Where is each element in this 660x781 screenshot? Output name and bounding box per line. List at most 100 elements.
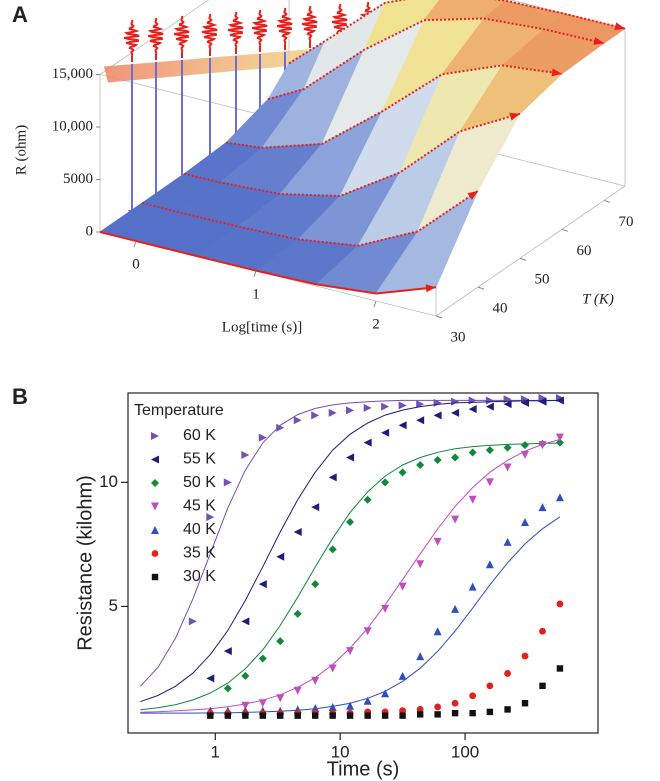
data-point [416,416,425,425]
legend-label: 30 K [183,568,216,585]
pulse [251,9,268,47]
x-tick-label: 1 [211,742,220,761]
data-point [539,627,546,635]
legend-label: 60 K [183,427,216,444]
data-point [363,438,372,447]
y-tick [477,286,485,290]
data-point [416,711,424,718]
plot-frame [127,392,599,734]
data-point [538,503,547,512]
y-tick-label: 70 [619,214,634,230]
data-point [555,396,564,405]
data-point [259,712,266,719]
data-point [276,423,285,432]
legend-marker [151,526,159,534]
data-point [381,478,390,487]
y-tick-label: 60 [577,243,592,259]
data-point [381,402,390,411]
data-point [276,637,285,646]
z-tick-label: 5000 [63,171,93,187]
data-point [398,671,407,680]
data-point [503,443,512,452]
data-point [258,699,267,708]
data-point [276,694,285,703]
data-point [311,503,320,512]
y-tick-label: 30 [451,329,466,345]
legend-label: 50 K [183,474,216,491]
data-point [503,463,512,472]
data-point [346,453,355,462]
x-tick [253,270,257,278]
data-point [381,712,389,719]
data-point [469,692,477,700]
trajectory-arrowhead [593,37,604,45]
y-tick [603,199,611,203]
data-point [399,712,406,719]
data-point [521,441,530,450]
data-point [293,609,302,618]
data-point [468,495,477,504]
legend-label: 45 K [183,498,216,515]
y-tick-label: 5 [109,596,118,615]
x-tick-label: 2 [372,316,380,332]
y-tick [435,315,443,319]
data-point [293,416,302,425]
data-point [521,398,530,407]
data-point [242,712,249,719]
data-point [486,682,494,690]
x-tick-label: 100 [451,742,479,761]
data-point [241,617,250,626]
y-tick [561,228,569,232]
data-point [433,537,442,546]
data-point [538,397,547,406]
trajectory [267,17,605,101]
data-point [346,518,355,527]
data-point [206,513,215,522]
data-point [293,527,302,536]
data-point [207,712,214,719]
panel-label: A [12,2,28,27]
trajectory [183,112,521,198]
data-point [451,709,459,717]
y-axis-label: Resistance (kilohm) [74,475,96,651]
data-point [521,700,529,707]
legend-marker [151,432,159,440]
legend-label: 40 K [183,521,216,538]
data-point [328,702,337,711]
pulse [201,13,218,51]
data-point [555,438,564,447]
data-point [451,453,460,462]
data-point [363,495,372,504]
data-point [346,647,355,656]
legend-marker [151,479,159,487]
data-point [223,478,232,487]
y-tick [519,257,527,261]
z-tick-label: 0 [86,223,94,239]
data-point [416,652,425,661]
data-point [312,712,319,719]
data-point [468,582,477,591]
data-point [538,393,547,402]
data-point [381,689,390,698]
y-tick-label: 10 [99,472,118,491]
data-point [451,515,460,524]
data-point [416,560,425,569]
data-point [311,411,320,420]
trajectory-arrowhead [425,284,436,293]
data-point [539,682,546,690]
data-point [521,518,530,527]
data-point [538,441,547,450]
data-point [398,468,407,477]
box-edge [435,185,626,317]
data-point [555,433,564,442]
data-point [468,448,477,457]
data-point [504,670,511,677]
pulse [147,17,164,55]
data-point [223,684,232,693]
data-point [223,647,232,656]
x-tick-label: 10 [331,742,350,761]
legend-label: 55 K [183,451,216,468]
data-point [433,627,442,636]
legend-title: Temperature [134,402,224,419]
